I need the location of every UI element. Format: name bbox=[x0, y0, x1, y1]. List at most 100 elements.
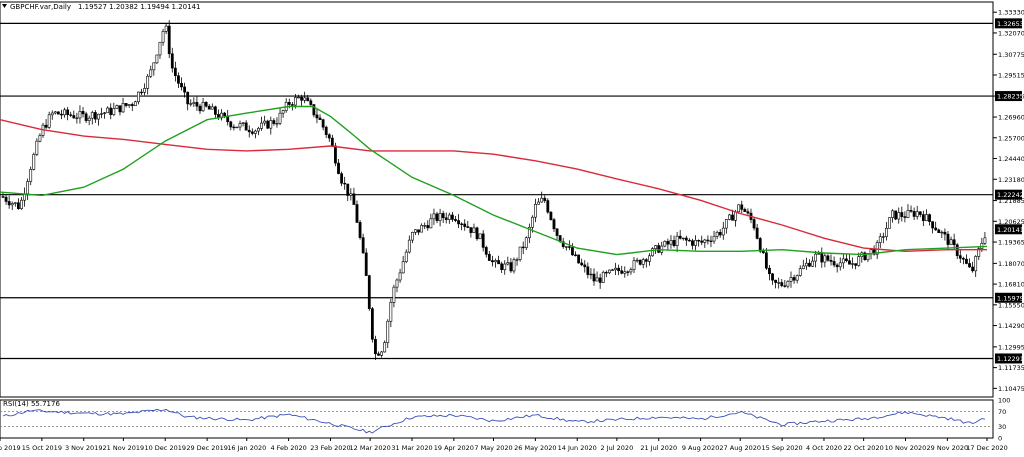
candle-body bbox=[552, 219, 556, 230]
candle-body bbox=[712, 235, 716, 242]
candle bbox=[845, 253, 848, 263]
candle-body bbox=[768, 267, 771, 275]
candle-body bbox=[746, 211, 750, 214]
candle bbox=[170, 47, 174, 73]
candle-body bbox=[429, 218, 433, 229]
candle-body bbox=[943, 231, 947, 235]
candle-body bbox=[143, 88, 146, 93]
candle bbox=[940, 230, 944, 238]
candle-body bbox=[540, 197, 544, 203]
candle bbox=[374, 335, 377, 361]
candle-body bbox=[420, 225, 424, 233]
candle bbox=[506, 256, 510, 266]
candlestick-series bbox=[1, 20, 987, 361]
candle bbox=[706, 235, 710, 245]
candle bbox=[358, 219, 362, 240]
candle bbox=[768, 265, 771, 281]
candle-body bbox=[192, 102, 196, 104]
candle-body bbox=[170, 53, 174, 69]
candle-body bbox=[777, 282, 781, 284]
candle bbox=[786, 280, 790, 289]
candle-body bbox=[204, 102, 208, 107]
x-tick-label: 15 Sep 2020 bbox=[762, 444, 803, 452]
candle-body bbox=[648, 255, 651, 262]
candle bbox=[241, 122, 245, 127]
candle-body bbox=[66, 109, 70, 116]
candle bbox=[518, 246, 522, 262]
candle bbox=[644, 258, 648, 268]
candle-body bbox=[355, 204, 359, 223]
candle bbox=[112, 102, 116, 117]
candle-body bbox=[115, 105, 119, 109]
candle-body bbox=[921, 214, 925, 222]
candle-body bbox=[626, 271, 630, 273]
candle bbox=[909, 205, 913, 213]
candle-body bbox=[740, 204, 744, 210]
candle-body bbox=[500, 263, 504, 270]
candle bbox=[928, 213, 931, 226]
candle bbox=[386, 319, 390, 348]
candle bbox=[491, 255, 494, 267]
candle-body bbox=[872, 249, 876, 255]
candle-body bbox=[414, 229, 417, 233]
candle-body bbox=[931, 221, 934, 229]
y-tick-label: 1.33330 bbox=[998, 9, 1024, 17]
candle bbox=[103, 111, 106, 119]
candle bbox=[623, 266, 627, 278]
candle bbox=[878, 233, 882, 249]
candle bbox=[457, 214, 460, 228]
x-tick-label: 17 Dec 2020 bbox=[966, 444, 1008, 452]
candle-body bbox=[210, 106, 214, 110]
x-tick-label: 10 Nov 2020 bbox=[885, 444, 927, 452]
candle-body bbox=[617, 267, 621, 272]
level-price-tag bbox=[995, 353, 1022, 364]
symbol-label: GBPCHF.var,Daily bbox=[10, 3, 71, 11]
level-price-label: 1.12291 bbox=[997, 355, 1024, 363]
candle bbox=[189, 99, 193, 107]
x-tick-label: 29 Dec 2019 bbox=[186, 444, 228, 452]
candle bbox=[804, 257, 808, 270]
candle-body bbox=[398, 272, 402, 281]
candle-body bbox=[324, 126, 328, 135]
candle-body bbox=[894, 210, 898, 220]
candle bbox=[512, 257, 516, 274]
candle-body bbox=[207, 105, 211, 110]
candle bbox=[743, 207, 747, 212]
candle-body bbox=[309, 100, 313, 105]
candle-body bbox=[795, 275, 799, 281]
candle bbox=[149, 65, 153, 79]
candle bbox=[968, 258, 971, 268]
candle bbox=[87, 115, 91, 126]
candle-body bbox=[235, 126, 239, 129]
candle bbox=[903, 211, 907, 223]
candle-body bbox=[792, 277, 796, 281]
candle-body bbox=[1, 196, 5, 198]
candle bbox=[524, 236, 528, 250]
candle bbox=[885, 222, 888, 241]
candle-body bbox=[651, 248, 654, 257]
candle-body bbox=[306, 97, 310, 102]
candle bbox=[601, 270, 605, 283]
candle-body bbox=[703, 239, 707, 243]
candle-body bbox=[688, 239, 691, 242]
candle-body bbox=[374, 338, 377, 355]
candle bbox=[955, 243, 959, 260]
candle-body bbox=[946, 233, 950, 245]
candle bbox=[32, 152, 36, 171]
candle-body bbox=[106, 107, 110, 114]
candle-body bbox=[743, 209, 747, 212]
candle bbox=[724, 219, 728, 234]
candle-body bbox=[352, 193, 356, 205]
candle bbox=[546, 198, 550, 214]
rsi-label: RSI(14) 55.7176 bbox=[3, 400, 60, 408]
candle bbox=[355, 200, 359, 223]
candle-body bbox=[364, 252, 368, 276]
candle bbox=[438, 208, 442, 227]
candle bbox=[44, 119, 48, 129]
candle bbox=[728, 213, 731, 221]
candle-body bbox=[213, 106, 217, 115]
candle-body bbox=[909, 210, 913, 212]
candle bbox=[891, 209, 894, 223]
candle bbox=[746, 208, 750, 215]
y-tick-label: 1.10475 bbox=[998, 385, 1024, 393]
